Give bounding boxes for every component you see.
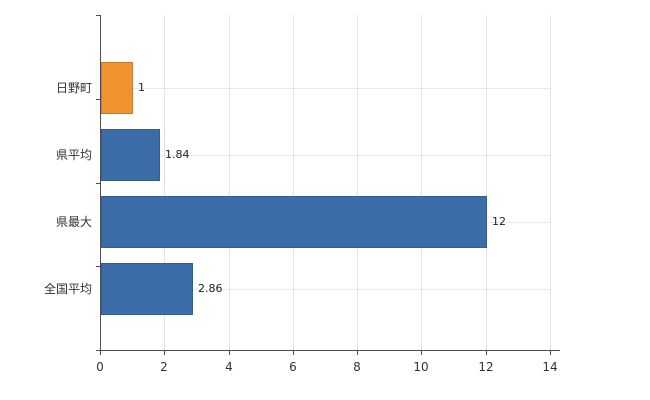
category-label: 日野町 [55,81,92,95]
bar [101,196,487,248]
x-tick-label: 0 [96,360,104,374]
gridline-vertical [229,15,230,350]
category-label: 県平均 [55,148,92,162]
gridline-vertical [293,15,294,350]
gridline-vertical [421,15,422,350]
x-tick-label: 8 [353,360,361,374]
x-tick-label: 6 [289,360,297,374]
x-axis [100,350,560,351]
y-tick-mark [96,350,100,351]
x-tick-label: 12 [478,360,494,374]
gridline-horizontal [101,88,551,89]
y-tick-mark [96,99,100,100]
y-tick-mark [96,15,100,16]
bar [101,263,193,315]
y-tick-mark [96,266,100,267]
gridline-vertical [550,15,551,350]
x-tick-mark [486,350,487,355]
category-label: 全国平均 [43,282,92,296]
gridline-vertical [486,15,487,350]
gridline-vertical [357,15,358,350]
bar [101,62,133,114]
bar-value-label: 2.86 [198,282,223,295]
x-tick-label: 14 [542,360,558,374]
bar-value-label: 1.84 [165,148,190,161]
x-tick-mark [164,350,165,355]
gridline-vertical [164,15,165,350]
category-label: 県最大 [55,215,92,229]
x-tick-label: 4 [225,360,233,374]
y-axis [100,15,101,351]
x-tick-label: 2 [160,360,168,374]
bar-value-label: 1 [138,81,145,94]
gridline-horizontal [101,155,551,156]
x-tick-mark [100,350,101,355]
x-tick-mark [421,350,422,355]
y-tick-mark [96,183,100,184]
x-tick-mark [293,350,294,355]
x-tick-mark [229,350,230,355]
x-tick-label: 10 [413,360,429,374]
x-tick-mark [357,350,358,355]
bar [101,129,160,181]
bar-value-label: 12 [492,215,506,228]
x-tick-mark [550,350,551,355]
gridline-horizontal [101,289,551,290]
